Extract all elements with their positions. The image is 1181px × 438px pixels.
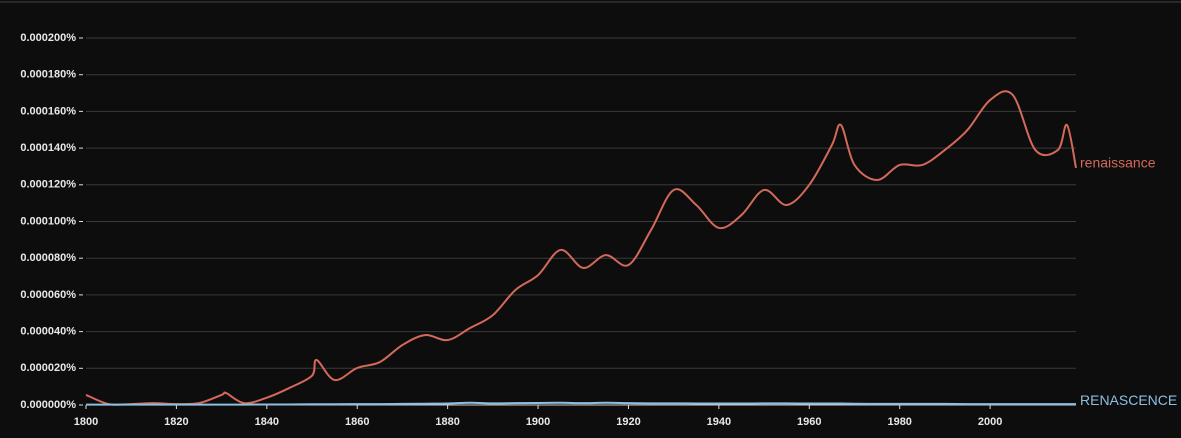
x-tick-label: 1860 [345,416,369,428]
x-tick-label: 1980 [887,416,911,428]
y-tick-label: 0.000020% [20,362,76,374]
y-tick-label: 0.000180% [20,69,76,81]
y-tick-label: 0.000000% [20,399,76,411]
x-tick-label: 1960 [797,416,821,428]
y-tick-label: 0.000160% [20,105,76,117]
x-tick-label: 1800 [74,416,98,428]
y-tick-label: 0.000120% [20,179,76,191]
series-label: renaissance [1080,155,1156,171]
y-tick-label: 0.000100% [20,215,76,227]
x-tick-label: 1880 [435,416,459,428]
x-tick-label: 1940 [707,416,731,428]
x-tick-label: 1840 [255,416,279,428]
y-tick-label: 0.000080% [20,252,76,264]
x-tick-label: 2000 [978,416,1002,428]
series-label: RENASCENCE [1080,392,1177,408]
series-line [85,90,1077,406]
x-tick-label: 1820 [164,416,188,428]
y-tick-label: 0.000040% [20,326,76,338]
y-tick-label: 0.000140% [20,142,76,154]
x-tick-label: 1920 [616,416,640,428]
x-tick-label: 1900 [526,416,550,428]
series-line [86,401,1076,406]
y-tick-label: 0.000060% [20,289,76,301]
y-tick-label: 0.000200% [20,32,76,44]
